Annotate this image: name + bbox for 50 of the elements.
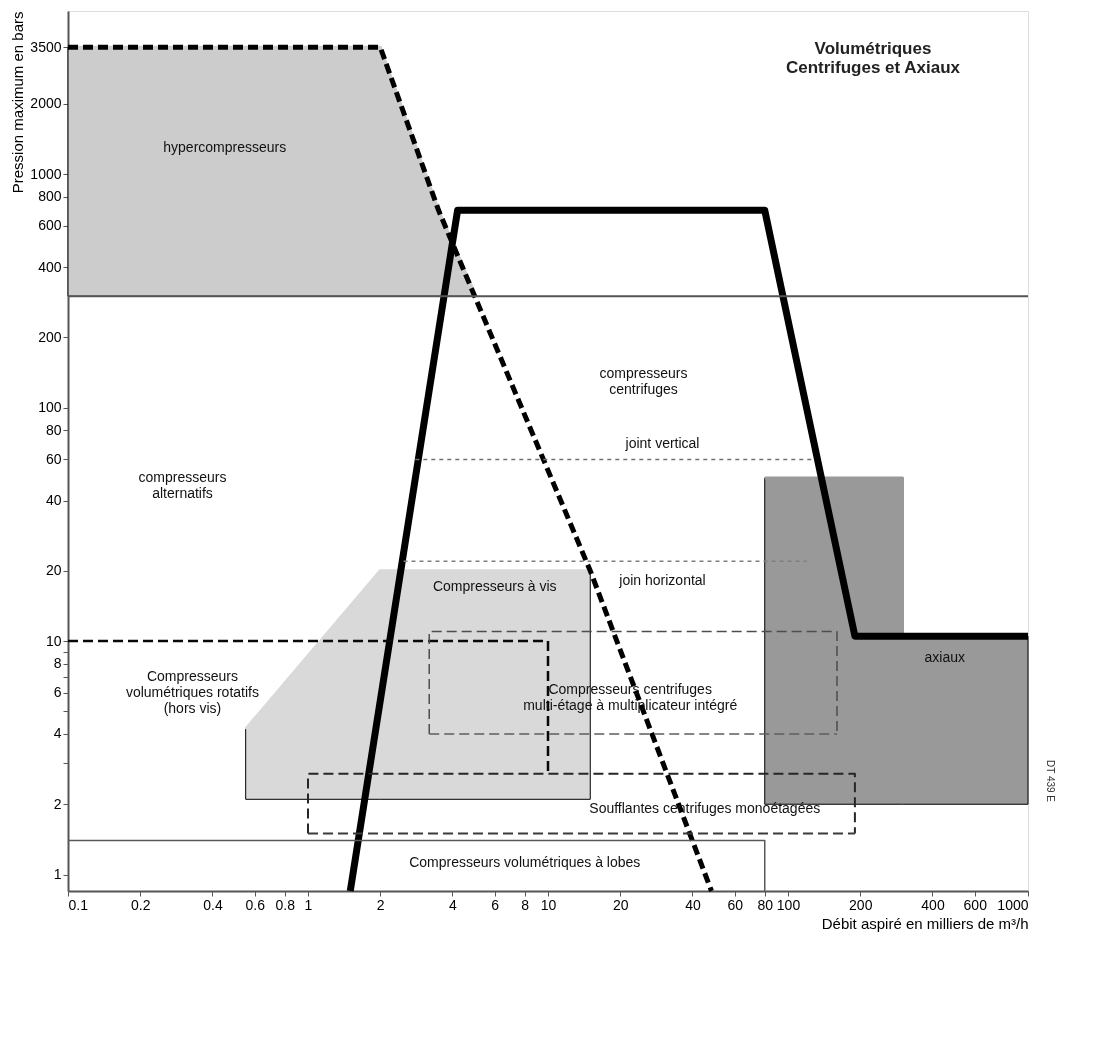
x-tick-label: 0.4	[203, 896, 223, 913]
x-tick-label: 0.8	[275, 896, 296, 913]
annotation: joint vertical	[624, 434, 700, 451]
annotation: Compresseurs volumétriques à lobes	[409, 854, 641, 871]
y-tick-label: 60	[45, 450, 62, 467]
x-tick-label: 0.6	[245, 896, 266, 913]
text: Volumétriques Centrifuges et Axiaux	[785, 39, 961, 77]
x-axis-title: Débit aspiré en milliers de m³/h	[821, 914, 1029, 932]
x-tick-label: 80	[757, 896, 774, 913]
x-tick-label: 60	[727, 896, 744, 913]
y-tick-label: 800	[38, 188, 62, 205]
y-tick-label: 600	[38, 217, 62, 234]
x-tick-label: 6	[491, 896, 500, 913]
x-tick-label: 100	[776, 896, 801, 913]
y-tick-label: 40	[45, 492, 62, 509]
x-tick-label: 10	[540, 896, 557, 913]
y-tick-label: 80	[45, 421, 62, 438]
y-tick-label: 4	[53, 725, 62, 742]
x-tick-label: 40	[685, 896, 701, 913]
y-axis-title: Pression maximum en bars	[9, 11, 27, 194]
y-tick-label: 2000	[30, 95, 62, 112]
x-tick-label: 2	[376, 896, 385, 913]
x-tick-label: 1000	[997, 896, 1029, 913]
y-tick-label: 2	[53, 795, 62, 812]
y-tick-label: 400	[38, 258, 62, 275]
x-tick-label: 1	[304, 896, 313, 913]
annotation: compresseurs centrifuges	[599, 364, 688, 397]
annotation: compresseurs alternatifs	[138, 468, 227, 501]
annotation: Compresseurs volumétriques rotatifs (hors vis)	[125, 668, 259, 717]
y-tick-label: 20	[45, 562, 62, 579]
y-tick-label: 8	[53, 655, 62, 672]
x-tick-label: 4	[449, 896, 458, 913]
y-tick-label: 1	[53, 866, 62, 883]
x-tick-label: 600	[963, 896, 988, 913]
annotation: axiaux	[924, 648, 966, 665]
y-tick-label: 200	[38, 328, 62, 345]
y-tick-label: 1000	[30, 165, 62, 182]
x-tick-label: 8	[521, 896, 530, 913]
x-tick-label: 200	[849, 896, 873, 913]
x-tick-label: 0.2	[131, 896, 151, 913]
y-tick-label: 3500	[30, 38, 62, 55]
text: DT 439 E	[1045, 759, 1056, 803]
y-tick-label: 6	[53, 684, 62, 701]
x-tick-label: 20	[612, 896, 629, 913]
x-tick-label: 400	[921, 896, 945, 913]
y-tick-label: 10	[45, 632, 62, 649]
annotation: join horizontal	[618, 572, 706, 589]
annotation: Compresseurs à vis	[432, 578, 557, 595]
x-tick-label: 0.1	[68, 896, 89, 913]
y-tick-label: 100	[38, 399, 62, 416]
